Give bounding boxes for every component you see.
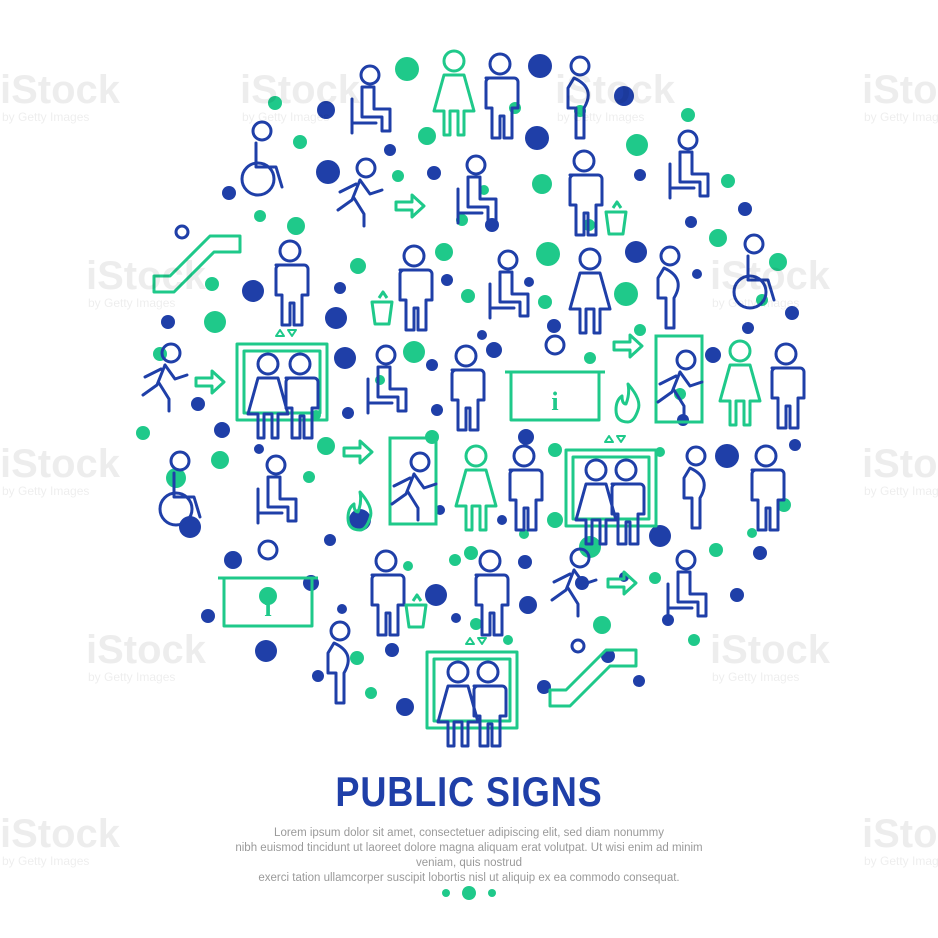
- elevator-people: [174, 224, 704, 748]
- pager-dot: [442, 889, 450, 897]
- navy-figures: [141, 49, 806, 705]
- body-line: exerci tation ullamcorper suscipit lobor…: [258, 872, 680, 884]
- green-dots: [136, 57, 791, 699]
- body-text: Lorem ipsum dolor sit amet, consectetuer…: [219, 826, 719, 886]
- body-line: Lorem ipsum dolor sit amet, consectetuer…: [274, 827, 664, 839]
- body-line: nibh euismod tincidunt ut laoreet dolore…: [235, 842, 703, 869]
- green-signs: [152, 193, 704, 730]
- info-letter: i: [264, 593, 271, 622]
- info-letter: i: [551, 387, 558, 416]
- page-title: PUBLIC SIGNS: [335, 768, 603, 815]
- info-letters: i i: [264, 387, 558, 622]
- pager-dot: [462, 886, 476, 900]
- pager-dot: [488, 889, 496, 897]
